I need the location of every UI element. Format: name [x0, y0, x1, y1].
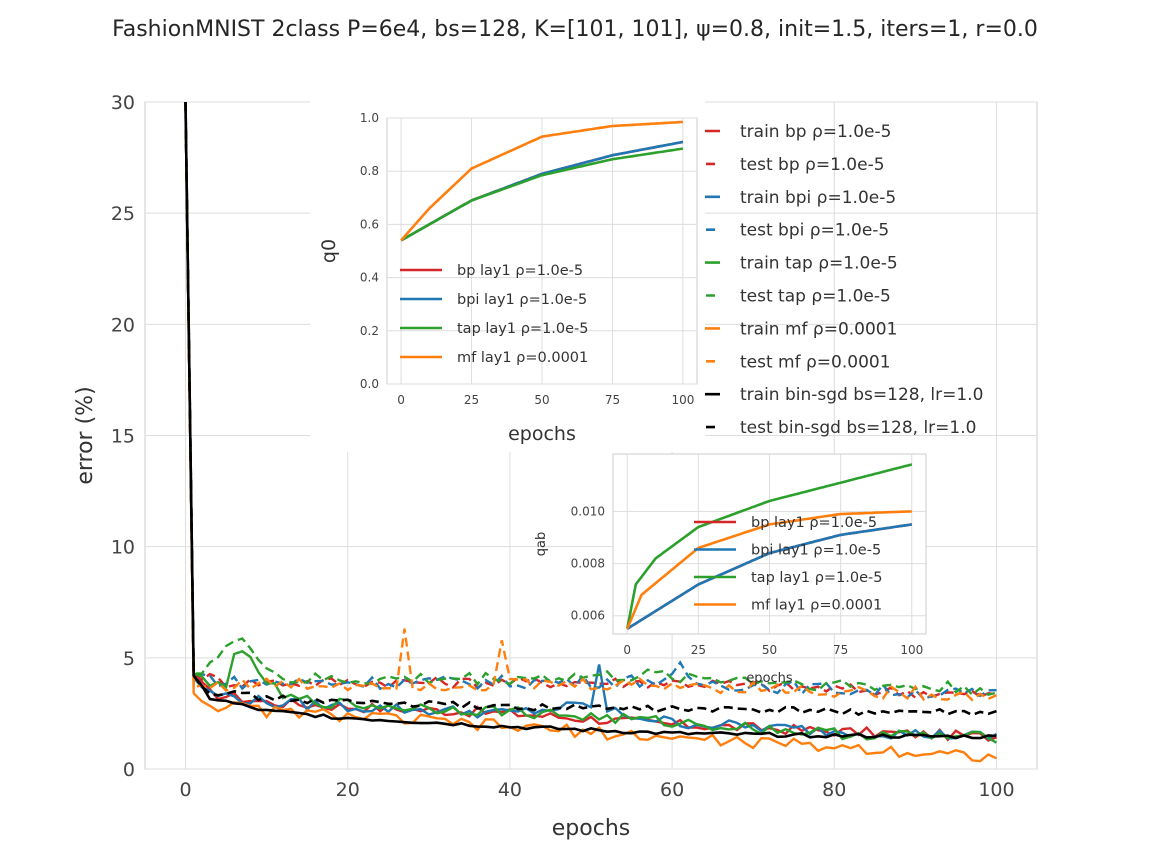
- inset-q0-legend-label: bpi lay1 ρ=1.0e-5: [457, 292, 587, 308]
- inset_q0-ytick-label: 0.2: [360, 324, 379, 338]
- inset_q0-x-axis-label: epochs: [508, 423, 576, 445]
- inset_q0-xtick-label: 50: [534, 393, 549, 407]
- chart-title: FashionMNIST 2class P=6e4, bs=128, K=[10…: [112, 17, 1038, 42]
- legend-label: test bp ρ=1.0e-5: [740, 155, 885, 175]
- main-ytick-label: 15: [111, 426, 135, 448]
- inset-qab-line-mf: [626, 510, 912, 630]
- inset-qab-legend-label: tap lay1 ρ=1.0e-5: [751, 570, 883, 586]
- inset-qab-plot: 0 25 50 75 100 0.006 0.008 0.010 epochs qab bp lay…: [534, 453, 927, 686]
- series-line-bpi-test: [184, 102, 997, 701]
- main-ytick-label: 10: [111, 537, 135, 559]
- inset_qab-xtick-label: 25: [691, 643, 706, 657]
- inset-qab-line-tap: [625, 463, 913, 630]
- main-xtick-label: 20: [336, 779, 360, 801]
- main-ytick-label: 30: [111, 92, 135, 114]
- inset_qab-xtick-label: 50: [762, 643, 777, 657]
- inset_qab-y-axis-label: qab: [534, 532, 549, 556]
- inset_qab-ytick-label: 0.010: [571, 504, 605, 518]
- inset-qab-legend-label: bpi lay1 ρ=1.0e-5: [751, 543, 881, 559]
- inset-qab-legend-label: mf lay1 ρ=0.0001: [751, 598, 882, 614]
- legend-label: test bin-sgd bs=128, lr=1.0: [740, 418, 976, 438]
- inset_q0-xtick-label: 75: [605, 393, 620, 407]
- legend-label: test tap ρ=1.0e-5: [740, 287, 891, 307]
- inset_q0-xtick-label: 25: [464, 393, 479, 407]
- series-line-sgd-train: [184, 102, 997, 740]
- main-xtick-label: 0: [179, 779, 191, 801]
- inset_q0-ytick-label: 0.6: [360, 217, 379, 231]
- inset_q0-ytick-label: 0.4: [360, 271, 379, 285]
- legend-label: train bpi ρ=1.0e-5: [740, 188, 896, 208]
- main-y-axis-label: error (%): [73, 386, 98, 484]
- inset-q0-legend-label: tap lay1 ρ=1.0e-5: [457, 321, 589, 337]
- legend-label: train bp ρ=1.0e-5: [740, 122, 891, 142]
- inset_qab-ytick-label: 0.008: [571, 557, 605, 571]
- legend-label: test mf ρ=0.0001: [740, 352, 891, 372]
- inset-q0-legend-label: mf lay1 ρ=0.0001: [457, 350, 588, 366]
- inset-q0-line-tap: [400, 147, 684, 242]
- inset-q0-plot: 0 25 50 75 100 0.0 0.2 0.4 0.6 0.8 1.0 epochs q0 bp l…: [310, 100, 705, 452]
- inset_q0-ytick-label: 0.8: [360, 164, 379, 178]
- inset_q0-xtick-label: 0: [397, 393, 405, 407]
- series-line-sgd-test: [184, 102, 997, 717]
- inset_q0-ytick-label: 0.0: [360, 377, 379, 391]
- main-xtick-label: 60: [660, 779, 684, 801]
- main-ytick-label: 5: [123, 648, 135, 670]
- main-xtick-label: 100: [978, 779, 1014, 801]
- inset-qab-legend-label: bp lay1 ρ=1.0e-5: [751, 515, 877, 531]
- inset-q0-legend-label: bp lay1 ρ=1.0e-5: [457, 263, 583, 279]
- main-ytick-label: 20: [111, 314, 135, 336]
- legend-label: train tap ρ=1.0e-5: [740, 254, 898, 274]
- inset_qab-ytick-label: 0.006: [571, 609, 605, 623]
- inset_q0-y-axis-label: q0: [318, 239, 340, 263]
- inset-qab-line-bpi: [626, 523, 913, 630]
- main-xtick-label: 40: [498, 779, 522, 801]
- inset-q0-line-mf: [400, 120, 683, 242]
- inset_qab-xtick-label: 100: [900, 643, 923, 657]
- main-ytick-label: 0: [123, 759, 135, 781]
- legend-label: train mf ρ=0.0001: [740, 319, 897, 339]
- inset_q0-ytick-label: 1.0: [360, 111, 379, 125]
- inset_qab-x-axis-label: epochs: [746, 671, 793, 686]
- main-xtick-label: 80: [822, 779, 846, 801]
- series-line-mf-test: [184, 102, 997, 702]
- main-ytick-label: 25: [111, 203, 135, 225]
- inset_q0-xtick-label: 100: [671, 393, 694, 407]
- inset_qab-xtick-label: 75: [833, 643, 848, 657]
- series-line-mf-train: [184, 102, 998, 763]
- legend-label: test bpi ρ=1.0e-5: [740, 221, 889, 241]
- series-line-tap-test: [184, 102, 997, 697]
- main-x-axis-label: epochs: [552, 816, 630, 841]
- main-legend: train bp ρ=1.0e-5 test bp ρ=1.0e-5 train b…: [678, 122, 983, 438]
- inset_qab-xtick-label: 0: [623, 643, 631, 657]
- legend-label: train bin-sgd bs=128, lr=1.0: [740, 385, 983, 405]
